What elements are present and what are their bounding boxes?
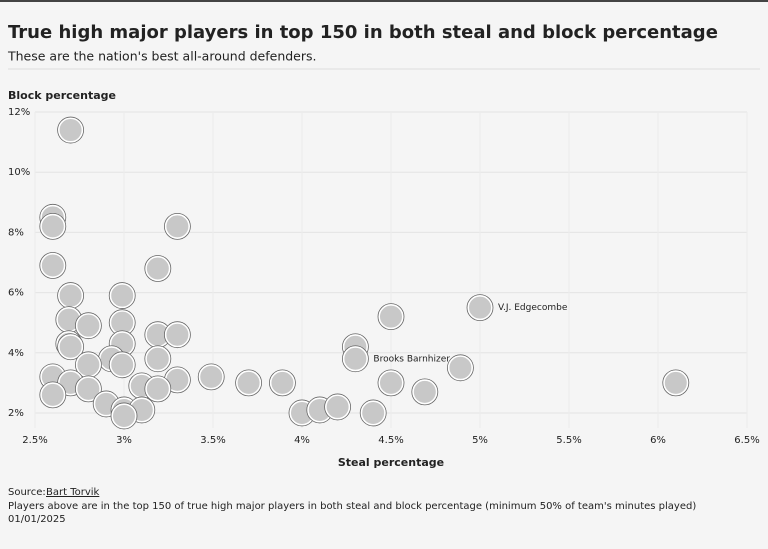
- y-tick-label: 8%: [8, 227, 24, 238]
- player-point: [57, 117, 84, 144]
- player-point: [342, 345, 369, 372]
- y-axis-label: Block percentage: [8, 89, 116, 102]
- x-tick-label: 3%: [116, 435, 132, 446]
- player-point: [75, 351, 102, 378]
- player-point-ring: [341, 345, 369, 373]
- player-point-ring: [108, 282, 136, 309]
- y-tick-label: 2%: [8, 408, 24, 419]
- player-point-ring: [75, 312, 102, 340]
- player-point: [662, 369, 689, 396]
- player-point: [467, 294, 493, 321]
- x-tick-label: 5%: [472, 435, 488, 446]
- player-point-ring: [144, 345, 172, 373]
- player-point-ring: [269, 369, 296, 397]
- player-point-ring: [163, 321, 191, 349]
- chart-subtitle: These are the nation's best all-around d…: [7, 49, 317, 64]
- player-point-ring: [359, 399, 387, 427]
- player-point-ring: [108, 351, 136, 379]
- footer-note: Players above are in the top 150 of true…: [8, 501, 696, 512]
- player-point-ring: [39, 381, 67, 409]
- player-point-ring: [447, 354, 474, 382]
- x-tick-label: 3.5%: [200, 435, 225, 446]
- y-tick-label: 6%: [8, 288, 24, 299]
- source-link[interactable]: Bart Torvik: [46, 487, 100, 498]
- x-axis-label: Steal percentage: [338, 456, 444, 469]
- player-point: [164, 321, 191, 348]
- player-point: [39, 381, 66, 408]
- player-point: [269, 369, 296, 396]
- player-point: [109, 351, 136, 378]
- player-point: [57, 333, 84, 360]
- player-point-ring: [163, 212, 191, 240]
- x-tick-label: 2.5%: [22, 435, 47, 446]
- y-tick-label: 4%: [8, 348, 24, 359]
- player-point: [378, 369, 404, 396]
- player-point: [75, 375, 102, 402]
- source-label: Source:: [8, 487, 46, 498]
- footer-date: 01/01/2025: [8, 514, 66, 525]
- player-point-ring: [324, 393, 352, 421]
- point-label: Brooks Barnhizer: [373, 354, 450, 364]
- player-point-ring: [377, 369, 405, 397]
- player-point-ring: [197, 363, 225, 391]
- player-point-ring: [466, 294, 494, 322]
- player-point: [324, 393, 351, 420]
- x-tick-label: 4.5%: [378, 435, 403, 446]
- player-point-ring: [377, 303, 405, 331]
- player-point-ring: [57, 116, 84, 144]
- player-point: [57, 282, 84, 309]
- player-point-ring: [235, 369, 263, 397]
- player-point: [447, 354, 474, 381]
- player-point-ring: [144, 375, 172, 403]
- player-point: [235, 369, 262, 396]
- player-point: [144, 345, 171, 372]
- x-tick-label: 6%: [650, 435, 666, 446]
- player-point: [75, 312, 102, 339]
- player-point: [360, 399, 387, 426]
- player-point-ring: [75, 375, 102, 403]
- player-point: [39, 252, 66, 279]
- chart-title: True high major players in top 150 in bo…: [8, 22, 718, 43]
- player-point-ring: [144, 255, 172, 282]
- player-point: [411, 378, 438, 405]
- player-point: [111, 402, 137, 429]
- top-border: [0, 0, 768, 2]
- player-point: [378, 303, 404, 330]
- player-point: [39, 213, 66, 240]
- point-label: V.J. Edgecombe: [498, 303, 568, 313]
- y-tick-label: 10%: [8, 167, 30, 178]
- player-point-ring: [57, 333, 84, 361]
- player-point-ring: [411, 378, 439, 406]
- player-point-ring: [39, 252, 67, 279]
- player-point: [198, 363, 225, 390]
- x-tick-label: 4%: [294, 435, 310, 446]
- player-point-ring: [39, 212, 67, 240]
- x-tick-label: 5.5%: [556, 435, 581, 446]
- y-tick-label: 12%: [8, 107, 30, 118]
- player-point: [144, 255, 171, 282]
- player-point-ring: [662, 369, 690, 397]
- player-point: [144, 375, 171, 402]
- player-point: [109, 282, 136, 309]
- player-point: [164, 213, 191, 240]
- player-point-ring: [110, 402, 138, 430]
- x-tick-label: 6.5%: [734, 435, 759, 446]
